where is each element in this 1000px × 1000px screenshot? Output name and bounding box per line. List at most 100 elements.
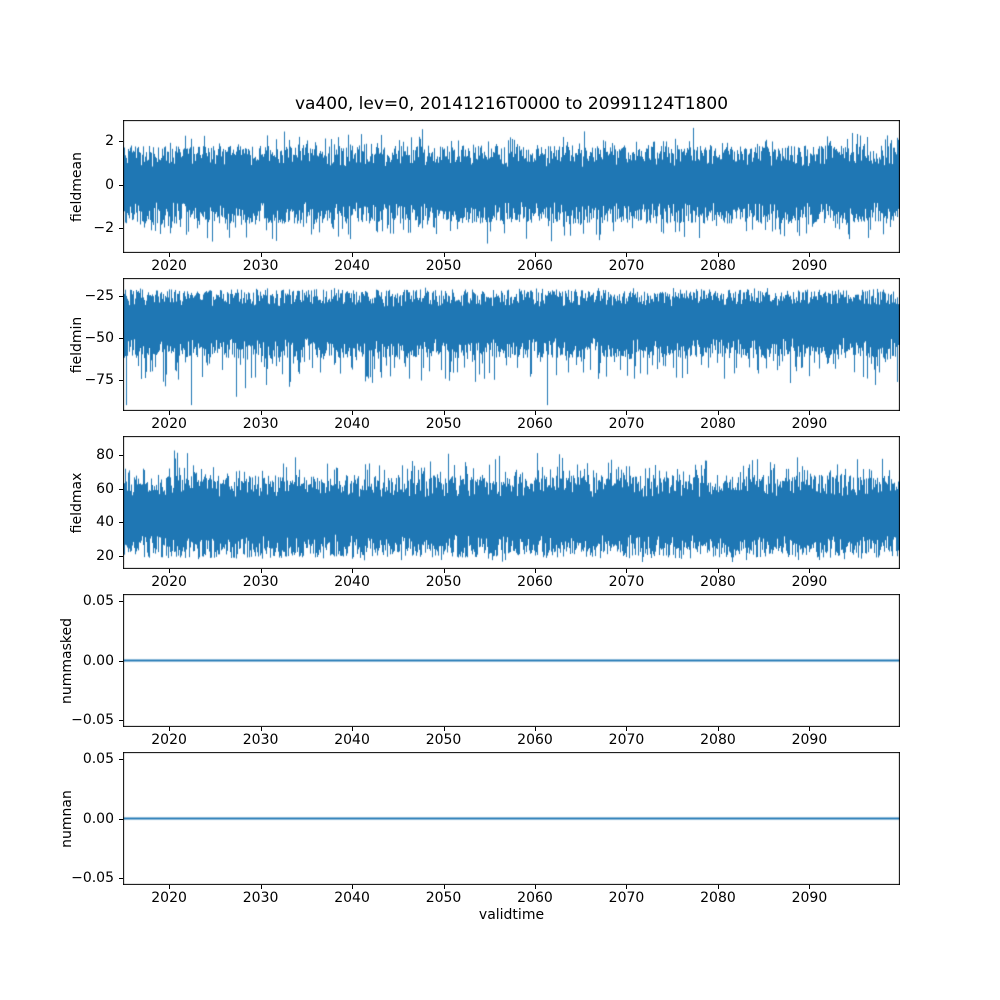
x-tick-mark [626,727,628,731]
x-tick-label: 2050 [425,732,462,748]
x-tick-label: 2050 [425,890,462,906]
x-tick-label: 2060 [517,258,553,274]
x-tick-label: 2050 [425,574,462,590]
x-tick-label: 2020 [151,574,187,590]
y-tick-label: 0 [105,176,114,193]
subplot-numnan: numnan 2020 2030 2040 2050 2060 2070 2080 2090 0… [0,751,1000,906]
y-tick-label: 60 [96,480,114,497]
x-tick-label: 2060 [517,732,553,748]
x-tick-label: 2050 [425,416,462,432]
y-tick-label: 80 [96,446,114,463]
x-tick-label: 2060 [517,574,553,590]
x-tick-mark [809,885,811,889]
x-tick-mark [169,411,171,415]
x-tick-mark [443,411,445,415]
subplot-fieldmin: fieldmin 2020 2030 2040 2050 2060 2070 2080 209… [0,278,1000,432]
x-tick-label: 2070 [608,890,645,906]
x-tick-label: 2040 [334,574,370,590]
y-tick-label: 2 [105,133,114,150]
x-tick-mark [352,253,354,257]
subplot-fieldmax: fieldmax 2020 2030 2040 2050 2060 2070 2080 209… [0,436,1000,590]
x-tick-label: 2040 [334,258,370,274]
y-tick-label: −75 [84,371,114,388]
y-tick-label: 20 [96,548,114,565]
x-tick-label: 2040 [334,890,370,906]
y-tick-mark [119,228,123,229]
chart-title: va400, lev=0, 20141216T0000 to 20991124T… [294,94,729,114]
x-tick-label: 2070 [608,258,645,274]
x-tick-mark [260,727,262,731]
x-tick-mark [717,727,719,731]
y-tick-mark [119,454,123,456]
y-tick-mark [119,337,123,339]
y-tick-label: 0.05 [82,751,114,768]
x-tick-label: 2090 [791,258,828,274]
x-tick-mark [626,411,628,415]
x-tick-mark [809,411,811,415]
x-tick-label: 2080 [700,574,736,590]
y-tick-mark [119,184,123,186]
y-tick-label: −0.05 [71,711,114,728]
x-tick-mark [169,569,171,573]
x-tick-mark [809,727,811,731]
x-tick-label: 2090 [791,890,828,906]
x-tick-label: 2080 [700,890,736,906]
x-tick-label: 2070 [608,732,645,748]
x-tick-label: 2090 [791,416,828,432]
x-tick-mark [717,885,719,889]
x-tick-mark [260,569,262,573]
y-tick-mark [119,556,123,558]
y-tick-label: 0.00 [82,652,114,669]
plot-area-fieldmin [123,278,900,411]
y-tick-mark [119,141,123,143]
subplot-fieldmean: fieldmean 2020 2030 2040 2050 2060 2070 2080 20… [0,120,1000,274]
x-tick-mark [717,569,719,573]
y-tick-label: −0.05 [71,869,114,886]
x-tick-label: 2020 [151,258,187,274]
x-tick-label: 2030 [242,890,279,906]
x-tick-label: 2060 [517,890,553,906]
x-axis-label: validtime [478,907,545,923]
x-tick-label: 2080 [700,258,736,274]
x-tick-label: 2050 [425,258,462,274]
x-tick-label: 2030 [242,416,279,432]
x-tick-mark [352,569,354,573]
x-tick-label: 2020 [151,416,187,432]
y-tick-mark [119,379,123,381]
x-tick-mark [535,727,536,731]
x-tick-mark [717,253,719,257]
x-tick-mark [443,253,445,257]
y-tick-mark [119,295,123,297]
x-tick-label: 2080 [700,732,736,748]
x-tick-mark [260,885,262,889]
x-tick-mark [717,411,719,415]
x-tick-mark [169,885,171,889]
y-tick-mark [119,818,123,820]
y-tick-label: −2 [93,220,114,236]
x-tick-mark [626,569,628,573]
x-tick-label: 2080 [700,416,736,432]
x-tick-mark [535,885,536,889]
x-tick-label: 2070 [608,574,645,590]
x-tick-mark [535,569,536,573]
x-tick-mark [260,411,262,415]
x-tick-label: 2030 [242,732,279,748]
x-tick-mark [626,253,628,257]
x-tick-mark [809,569,811,573]
y-tick-label: −50 [84,329,114,346]
plot-area-fieldmean [123,120,900,253]
x-tick-mark [535,253,536,257]
y-tick-mark [119,719,123,721]
plot-area-numnan [123,752,900,885]
y-tick-label: 0.00 [82,810,114,827]
x-tick-label: 2060 [517,416,553,432]
x-tick-label: 2090 [791,732,828,748]
x-tick-label: 2070 [608,416,645,432]
y-tick-mark [119,488,123,490]
x-tick-label: 2030 [242,574,279,590]
x-tick-label: 2030 [242,258,279,274]
x-tick-mark [809,253,811,257]
x-tick-label: 2040 [334,416,370,432]
y-tick-mark [119,759,123,761]
